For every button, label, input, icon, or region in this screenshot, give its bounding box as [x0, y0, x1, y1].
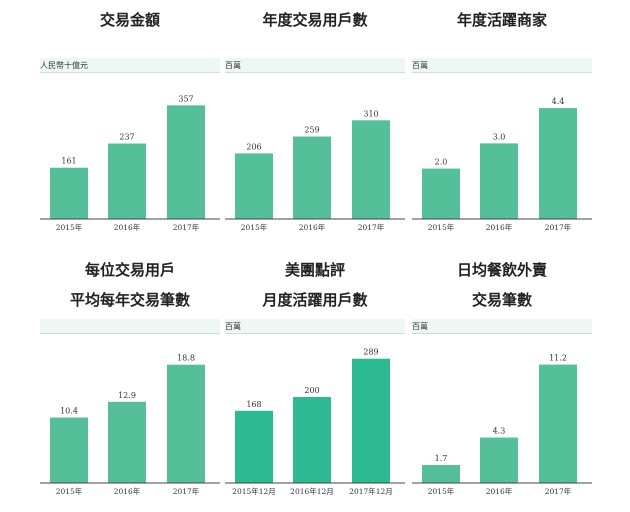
bar — [480, 143, 518, 219]
bar-plot: 2.0 2015年 3.0 2016年 4.4 2017年 — [412, 97, 592, 232]
bar — [108, 401, 146, 483]
chart-title-line: 年度活躍商家 — [456, 11, 547, 29]
value-label: 3.0 — [493, 132, 506, 141]
chart-title-line: 日均餐飲外賣 — [456, 261, 547, 279]
category-label: 2015年 — [56, 222, 83, 232]
value-label: 237 — [119, 133, 134, 142]
chart-panel-3: 年度活躍商家百萬 2.0 2015年 3.0 2016年 4.4 2017年 — [412, 0, 592, 512]
category-label: 2016年12月 — [290, 486, 334, 496]
chart-title-line: 月度活躍用戶數 — [262, 291, 368, 309]
chart-title: 每位交易用戶 平均每年交易筆數 — [40, 260, 220, 310]
bar — [352, 120, 390, 219]
category-label: 2015年 — [56, 486, 83, 496]
category-label: 2015年12月 — [232, 486, 276, 496]
bar — [352, 358, 390, 483]
chart-title-line: 平均每年交易筆數 — [69, 291, 190, 309]
unit-band — [40, 319, 220, 334]
bar-plot: 1.7 2015年 4.3 2016年 11.2 2017年 — [412, 354, 592, 496]
bar — [293, 397, 331, 483]
category-label: 2017年 — [173, 486, 200, 496]
value-label: 168 — [246, 400, 261, 409]
value-label: 259 — [304, 126, 319, 135]
unit-band — [412, 58, 592, 73]
category-label: 2016年 — [299, 222, 326, 232]
value-label: 12.9 — [118, 391, 136, 400]
bar — [539, 364, 577, 483]
chart-title-line: 交易金額 — [99, 11, 160, 29]
value-label: 161 — [61, 157, 76, 166]
category-label: 2017年 — [545, 222, 572, 232]
chart-title: 日均餐飲外賣 交易筆數 — [412, 260, 592, 310]
category-label: 2017年 — [173, 222, 200, 232]
value-label: 206 — [246, 142, 261, 151]
category-label: 2015年 — [428, 222, 455, 232]
unit-label: 百萬 — [412, 61, 428, 70]
chart-title: 交易金額 — [40, 10, 220, 30]
unit-band — [225, 319, 405, 334]
value-label: 11.2 — [549, 354, 567, 363]
bar — [422, 168, 460, 219]
bar-plot: 168 2015年12月 200 2016年12月 289 2017年12月 — [225, 348, 405, 496]
category-label: 2016年 — [486, 486, 513, 496]
chart-title: 年度交易用戶數 — [225, 10, 405, 30]
value-label: 10.4 — [60, 407, 78, 416]
bar-plot: 161 2015年 237 2016年 357 2017年 — [40, 94, 220, 232]
value-label: 4.4 — [552, 97, 565, 106]
category-label: 2016年 — [486, 222, 513, 232]
bar — [50, 417, 88, 483]
chart-title: 年度活躍商家 — [412, 10, 592, 30]
bar — [167, 364, 205, 483]
bar-plot: 206 2015年 259 2016年 310 2017年 — [225, 109, 405, 232]
bar — [480, 437, 518, 483]
value-label: 1.7 — [435, 454, 448, 463]
chart-title-line: 交易筆數 — [471, 291, 532, 309]
category-label: 2017年 — [545, 486, 572, 496]
category-label: 2015年 — [428, 486, 455, 496]
unit-band — [412, 319, 592, 334]
category-label: 2017年12月 — [349, 486, 393, 496]
unit-label: 人民幣十億元 — [40, 61, 88, 70]
value-label: 200 — [304, 386, 319, 395]
bar — [50, 167, 88, 219]
chart-title-line: 年度交易用戶數 — [262, 11, 368, 29]
unit-band — [225, 58, 405, 73]
chart-panel-2: 年度交易用戶數百萬 206 2015年 259 2016年 310 2017年 — [225, 0, 405, 512]
value-label: 4.3 — [493, 427, 506, 436]
bar — [108, 143, 146, 219]
category-label: 2017年 — [358, 222, 385, 232]
chart-panel-1: 交易金額人民幣十億元 161 2015年 237 2016年 357 2017年 — [40, 0, 220, 512]
category-label: 2016年 — [114, 222, 141, 232]
category-label: 2016年 — [114, 486, 141, 496]
value-label: 310 — [363, 109, 378, 118]
chart-title-line: 每位交易用戶 — [84, 261, 175, 279]
bar — [235, 410, 273, 483]
bar-plot: 10.4 2015年 12.9 2016年 18.8 2017年 — [40, 354, 220, 496]
bar — [235, 153, 273, 219]
chart-panel-4: 每位交易用戶 平均每年交易筆數 10.4 2015年 12.9 2016年 18.8 2017… — [40, 0, 220, 512]
unit-label: 百萬 — [225, 322, 241, 331]
bar — [167, 105, 205, 219]
category-label: 2015年 — [241, 222, 268, 232]
chart-title-line: 美團點評 — [284, 261, 345, 279]
unit-band — [40, 58, 220, 73]
bar — [422, 465, 460, 483]
chart-panel-5: 美團點評 月度活躍用戶數 百萬 168 2015年12月 200 2016年12月 289 20… — [225, 0, 405, 512]
chart-title: 美團點評月度活躍用戶數 — [225, 260, 405, 310]
unit-label: 百萬 — [225, 61, 241, 70]
bar — [293, 136, 331, 219]
bar — [539, 108, 577, 219]
value-label: 357 — [178, 94, 193, 103]
value-label: 18.8 — [177, 354, 195, 363]
unit-label: 百萬 — [412, 322, 428, 331]
chart-panel-6: 日均餐飲外賣 交易筆數 百萬 1.7 2015年 4.3 2016年 11.2 2017年 — [412, 0, 592, 512]
value-label: 2.0 — [435, 158, 448, 167]
value-label: 289 — [363, 348, 378, 357]
